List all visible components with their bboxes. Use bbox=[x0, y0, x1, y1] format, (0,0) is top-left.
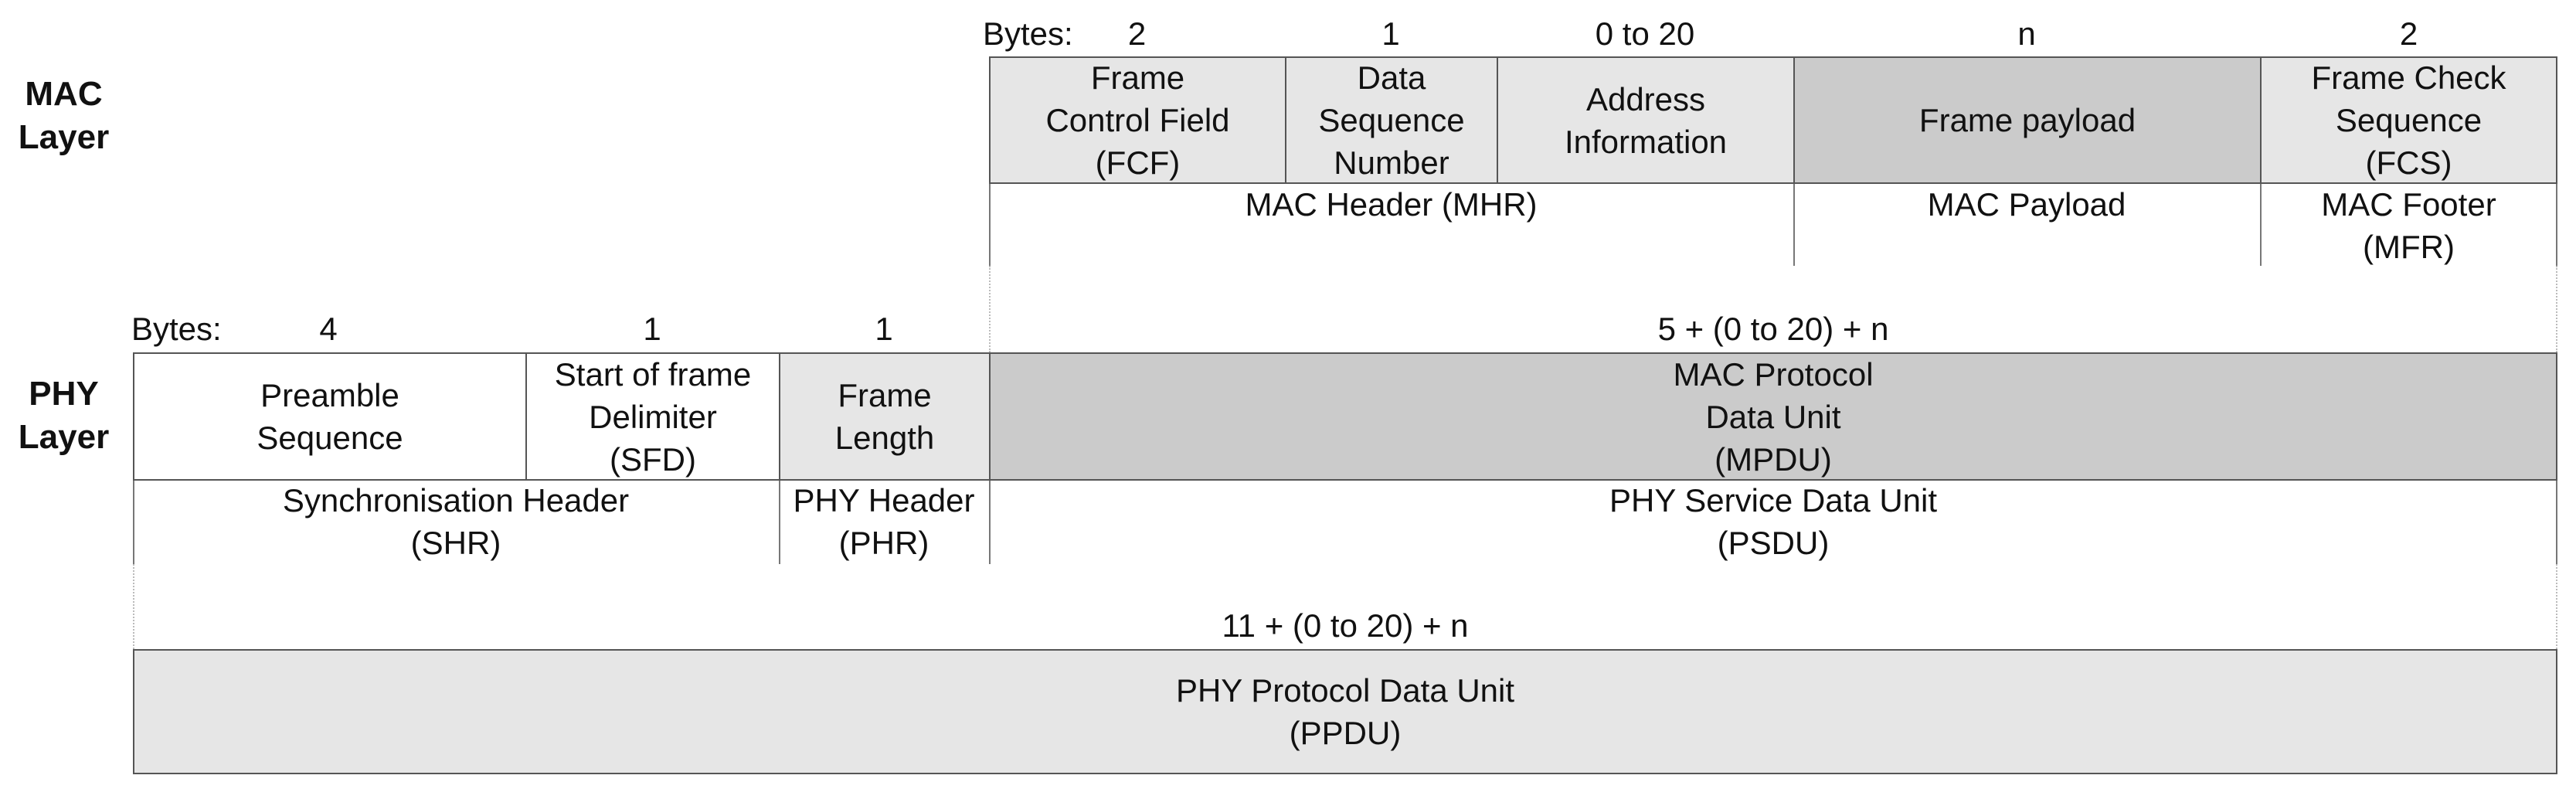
phy-group-divider bbox=[779, 481, 780, 564]
mac-phy-connector bbox=[2556, 266, 2557, 352]
mac-field-payload: Frame payload bbox=[1793, 56, 2262, 184]
mac-footer-group: MAC Footer (MFR) bbox=[2321, 186, 2496, 265]
phy-byte-size-mpdu: 5 + (0 to 20) + n bbox=[1657, 311, 1889, 347]
phy-psdu-group: PHY Service Data Unit (PSDU) bbox=[1609, 482, 1938, 561]
phy-field-frame-length: Frame Length bbox=[779, 352, 991, 481]
mac-byte-size-seq: 1 bbox=[1381, 15, 1400, 52]
phy-byte-size-sfd: 1 bbox=[643, 311, 661, 347]
phy-field-preamble: Preamble Sequence bbox=[133, 352, 527, 481]
phy-byte-size-length: 1 bbox=[875, 311, 893, 347]
mac-byte-size-addr: 0 to 20 bbox=[1595, 15, 1695, 52]
phy-group-divider bbox=[133, 481, 134, 564]
mac-byte-size-fcs: 2 bbox=[2399, 15, 2418, 52]
phy-group-divider bbox=[2556, 481, 2557, 564]
mac-group-divider bbox=[989, 184, 991, 266]
mac-payload-group: MAC Payload bbox=[1927, 186, 2126, 223]
phy-layer-label: PHY Layer bbox=[18, 375, 110, 456]
phy-ppdu-connector bbox=[133, 564, 134, 649]
mac-header-group: MAC Header (MHR) bbox=[1245, 186, 1538, 223]
phy-field-mpdu: MAC Protocol Data Unit (MPDU) bbox=[989, 352, 2557, 481]
phy-ppdu-connector bbox=[2556, 564, 2557, 649]
mac-byte-size-fcf: 2 bbox=[1127, 15, 1147, 52]
mac-group-divider bbox=[1793, 184, 1795, 266]
mac-bytes-label: Bytes: bbox=[983, 15, 1073, 52]
mac-group-divider bbox=[2556, 184, 2557, 266]
phy-byte-size-preamble: 4 bbox=[319, 311, 338, 347]
phy-bytes-label: Bytes: bbox=[131, 311, 222, 347]
ppdu-field: PHY Protocol Data Unit (PPDU) bbox=[133, 649, 2557, 774]
mac-field-fcf: Frame Control Field (FCF) bbox=[989, 56, 1286, 184]
phy-field-sfd: Start of frame Delimiter (SFD) bbox=[525, 352, 780, 481]
phy-sync-header-group: Synchronisation Header (SHR) bbox=[282, 482, 630, 561]
mac-field-address: Address Information bbox=[1497, 56, 1795, 184]
phy-group-divider bbox=[989, 481, 991, 564]
mac-field-sequence-number: Data Sequence Number bbox=[1285, 56, 1498, 184]
mac-phy-connector bbox=[989, 266, 991, 352]
mac-byte-size-payload: n bbox=[2017, 15, 2036, 52]
ppdu-byte-size: 11 + (0 to 20) + n bbox=[1222, 607, 1469, 644]
phy-header-group: PHY Header (PHR) bbox=[793, 482, 975, 561]
mac-group-divider bbox=[2260, 184, 2262, 266]
mac-field-fcs: Frame Check Sequence (FCS) bbox=[2260, 56, 2557, 184]
mac-layer-label: MAC Layer bbox=[18, 75, 110, 156]
